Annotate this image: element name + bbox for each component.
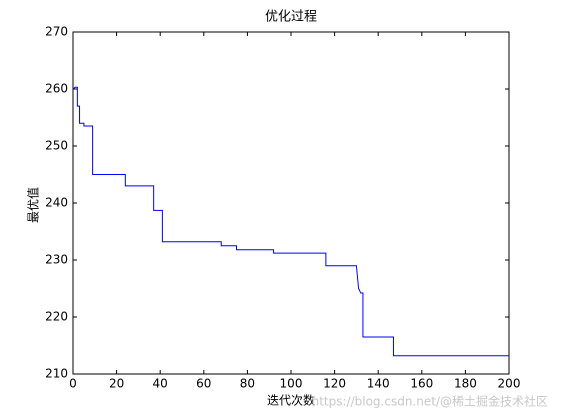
- line-series: [72, 86, 509, 357]
- y-tick-label: 210: [45, 367, 68, 381]
- x-tick-label: 100: [280, 377, 303, 391]
- x-tick-label: 120: [323, 377, 346, 391]
- x-tick-label: 0: [69, 377, 77, 391]
- y-tick-label: 250: [45, 139, 68, 153]
- x-tick-label: 180: [454, 377, 477, 391]
- y-axis-label: 最优值: [26, 187, 41, 223]
- y-tick-label: 230: [45, 253, 68, 267]
- x-tick-label: 200: [498, 377, 521, 391]
- x-tick-label: 40: [153, 377, 168, 391]
- watermark: https://blog.csdn.net/@稀土掘金技术社区: [312, 394, 548, 409]
- y-tick-label: 240: [45, 196, 68, 210]
- x-tick-label: 20: [109, 377, 124, 391]
- x-tick-label: 80: [240, 377, 255, 391]
- x-axis-label: 迭代次数: [267, 393, 315, 408]
- x-tick-label: 160: [410, 377, 433, 391]
- y-tick-label: 260: [45, 82, 68, 96]
- plot-frame: [72, 31, 510, 375]
- y-tick-label: 220: [45, 310, 68, 324]
- x-tick-label: 140: [367, 377, 390, 391]
- y-tick-label: 270: [45, 25, 68, 39]
- chart-title: 优化过程: [265, 10, 317, 25]
- x-tick-label: 60: [196, 377, 211, 391]
